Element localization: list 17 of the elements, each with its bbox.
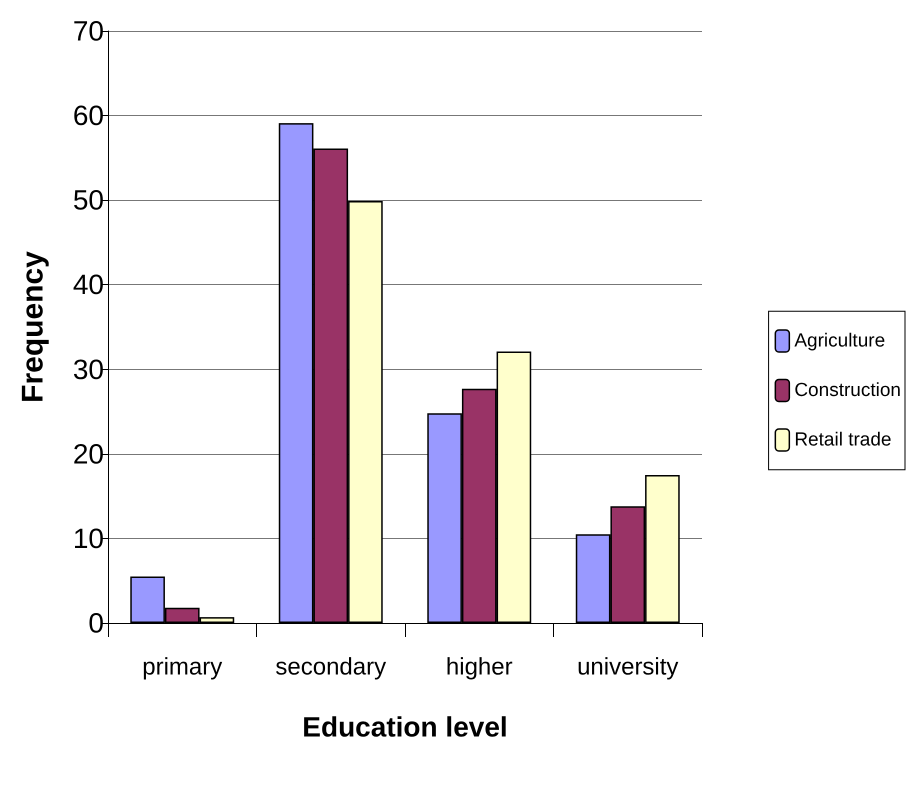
x-tick-label: secondary [275, 654, 386, 680]
x-axis-title: Education level [302, 712, 508, 742]
y-tick-label: 30 [72, 354, 104, 385]
y-tick-label: 20 [72, 438, 104, 470]
y-tick-label: 50 [72, 184, 104, 216]
x-tick-label: primary [142, 654, 222, 680]
y-axis-title: Frequency [16, 250, 50, 403]
legend-label: Construction [794, 380, 902, 401]
x-tick-label: higher [446, 654, 513, 680]
legend-label: Retail trade [794, 430, 892, 450]
y-tick-label: 70 [72, 16, 104, 46]
y-tick-label: 0 [88, 608, 104, 638]
y-tick-label: 10 [72, 522, 104, 554]
y-tick-label: 60 [72, 100, 104, 132]
y-tick-label: 40 [72, 269, 104, 300]
x-tick-label: university [577, 654, 678, 680]
legend-label: Agriculture [794, 330, 886, 352]
